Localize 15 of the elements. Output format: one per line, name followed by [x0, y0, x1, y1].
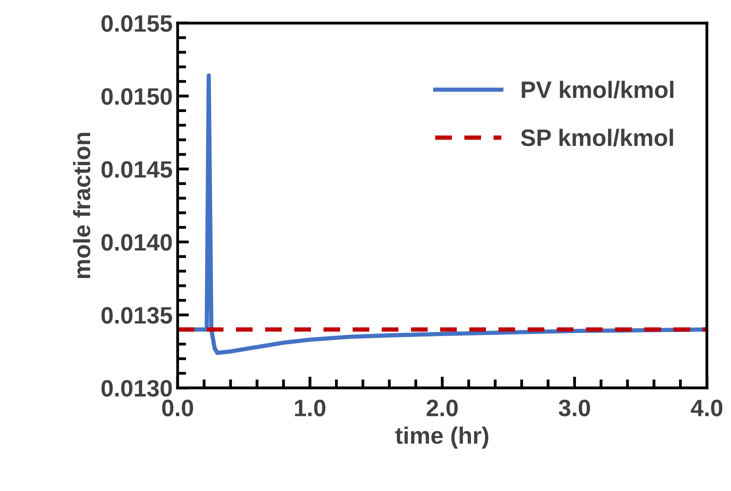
y-tick-label: 0.0145 — [101, 161, 172, 178]
x-tick-label: 0.0 — [162, 400, 194, 416]
x-tick-label: 1.0 — [295, 400, 326, 416]
x-tick-label: 2.0 — [426, 400, 458, 416]
x-tick-label: 3.0 — [558, 400, 590, 416]
y-tick-label: 0.0140 — [101, 234, 172, 251]
y-tick-label: 0.0135 — [101, 306, 172, 324]
legend-label: SP kmol/kmol — [520, 128, 673, 146]
y-tick-label: 0.0130 — [101, 380, 172, 397]
y-tick-label: 0.0155 — [101, 15, 172, 32]
y-tick-label: 0.0150 — [101, 88, 172, 105]
x-tick-label: 4.0 — [690, 400, 722, 416]
legend-label: PV kmol/kmol — [522, 80, 674, 98]
x-axis-title: time (hr) — [395, 426, 488, 449]
y-axis-title: mole fraction — [72, 132, 90, 278]
